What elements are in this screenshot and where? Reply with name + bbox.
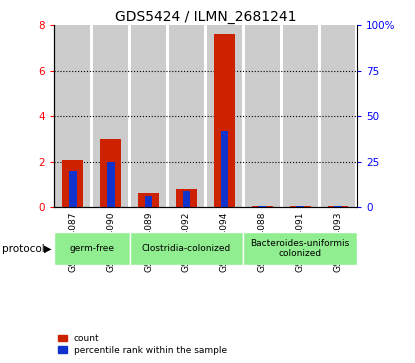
Bar: [63, 160, 83, 207]
Bar: [176, 189, 197, 207]
Bar: [100, 139, 121, 207]
Bar: [56, 25, 90, 207]
Legend: count, percentile rank within the sample: count, percentile rank within the sample: [59, 334, 227, 355]
Text: Bacteroides-uniformis
colonized: Bacteroides-uniformis colonized: [251, 239, 350, 258]
Bar: [93, 25, 128, 207]
Bar: [54, 232, 129, 265]
Bar: [259, 206, 266, 207]
Bar: [138, 193, 159, 207]
Bar: [320, 25, 355, 207]
Text: Clostridia-colonized: Clostridia-colonized: [142, 244, 231, 253]
Bar: [169, 25, 204, 207]
Bar: [245, 25, 280, 207]
Text: protocol: protocol: [2, 244, 45, 254]
Text: germ-free: germ-free: [69, 244, 114, 253]
Bar: [145, 196, 152, 207]
Bar: [69, 171, 77, 207]
Text: ▶: ▶: [44, 244, 51, 254]
Bar: [221, 131, 228, 207]
Bar: [183, 191, 190, 207]
Title: GDS5424 / ILMN_2681241: GDS5424 / ILMN_2681241: [115, 11, 296, 24]
Bar: [296, 206, 304, 207]
Bar: [243, 232, 357, 265]
Bar: [107, 162, 115, 207]
Bar: [334, 206, 342, 207]
Bar: [207, 25, 242, 207]
Bar: [283, 25, 317, 207]
Bar: [131, 25, 166, 207]
Bar: [129, 232, 243, 265]
Bar: [214, 34, 235, 207]
